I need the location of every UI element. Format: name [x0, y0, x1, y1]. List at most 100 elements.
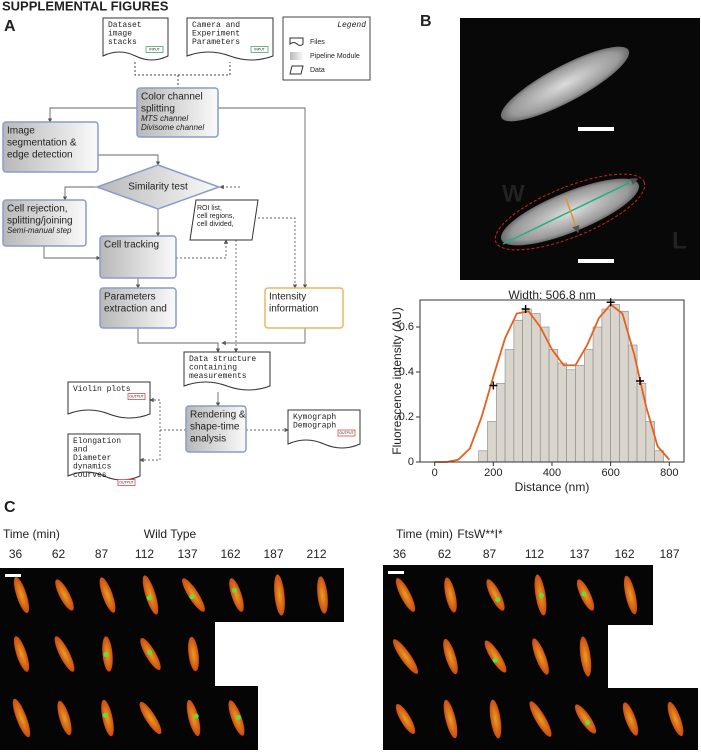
- connector: [98, 154, 161, 166]
- divisome: [236, 715, 242, 721]
- connector: [218, 107, 308, 289]
- file: [287, 409, 361, 449]
- x-tick-label: 200: [484, 467, 502, 479]
- fit-line: [434, 303, 671, 463]
- connector: [62, 186, 97, 201]
- header: SUPPLEMENTAL FIGURES: [2, 0, 169, 13]
- scale-bar: [578, 127, 614, 131]
- cell-outline: [494, 173, 646, 251]
- bar: [619, 310, 629, 463]
- cell: [274, 574, 285, 616]
- cell: [317, 576, 328, 614]
- data-text: cell regions,: [197, 213, 234, 220]
- scale-bar: [5, 574, 21, 577]
- decision: [94, 164, 222, 210]
- time: 62: [438, 547, 452, 561]
- module-text: splitting/joining: [7, 216, 73, 227]
- bar: [557, 362, 567, 463]
- legend-icon: [289, 65, 304, 75]
- legend-item: Pipeline Module: [310, 53, 360, 60]
- module-text: extraction and: [104, 304, 167, 315]
- file-text: image: [108, 30, 132, 39]
- time: 187: [263, 547, 283, 561]
- connector: [134, 62, 231, 76]
- module: [99, 235, 177, 279]
- connector: [43, 246, 101, 261]
- module: [2, 121, 99, 173]
- divisome: [146, 595, 152, 601]
- divisome: [538, 593, 544, 599]
- module-text: Intensity: [269, 292, 306, 303]
- peak-marker: [521, 305, 530, 313]
- data-text: ROI list,: [197, 205, 222, 212]
- legend-item: Files: [310, 39, 325, 46]
- time: 187: [659, 547, 679, 561]
- file-tag: [145, 46, 164, 53]
- file-text: Violin plots: [73, 385, 131, 394]
- cell: [489, 699, 502, 739]
- time: 87: [95, 547, 109, 561]
- connector: [137, 328, 221, 353]
- divisome: [103, 651, 109, 657]
- cell: [484, 640, 507, 673]
- cell: [229, 578, 244, 612]
- file-text: Camera and: [192, 21, 240, 30]
- bar: [539, 326, 550, 463]
- file-tag-text: OUTPUT: [339, 431, 354, 435]
- divisome: [495, 597, 501, 603]
- cell: [444, 577, 457, 613]
- peak-marker: [489, 381, 498, 390]
- cell: [139, 701, 162, 735]
- cell-image: [500, 46, 630, 122]
- cell: [486, 579, 505, 611]
- time-label: Time (min): [396, 527, 453, 541]
- tile-row: [0, 568, 344, 622]
- file-tag: [117, 479, 136, 486]
- bar: [548, 349, 559, 463]
- bar: [487, 421, 497, 463]
- width-arrow: [564, 195, 580, 234]
- time: 36: [9, 547, 23, 561]
- module-text: analysis: [190, 434, 226, 445]
- chart-title: Width: 506.8 nm: [508, 288, 595, 302]
- panel-label: C: [4, 499, 16, 516]
- divisome: [102, 712, 108, 718]
- divisome: [492, 657, 498, 663]
- file-tag: [127, 393, 146, 400]
- cell: [13, 576, 30, 614]
- module-text: Cell tracking: [104, 240, 159, 251]
- file: [67, 381, 151, 419]
- cell: [99, 577, 116, 613]
- tile-row: [0, 686, 258, 750]
- x-tick-label: 0: [432, 467, 438, 479]
- bar: [575, 364, 585, 463]
- cell: [392, 639, 419, 674]
- file: [67, 433, 141, 481]
- time: 137: [177, 547, 197, 561]
- module: [136, 87, 219, 138]
- module: [99, 287, 177, 329]
- module-text: Rendering &: [190, 410, 246, 421]
- cell: [54, 636, 75, 672]
- connector: [47, 107, 137, 123]
- bar: [636, 382, 647, 463]
- scale-bar: [578, 259, 614, 263]
- bar: [513, 319, 523, 463]
- x-tick-label: 800: [660, 467, 678, 479]
- module: [185, 405, 247, 453]
- x-tick-label: 400: [543, 467, 561, 479]
- cell: [142, 575, 159, 615]
- cell: [13, 636, 30, 672]
- cell: [395, 578, 416, 612]
- file-text: containing: [189, 364, 237, 373]
- file-text: measurements: [189, 372, 247, 381]
- time: 112: [525, 547, 544, 561]
- connector: [149, 397, 186, 431]
- y-tick-label: 0.6: [399, 321, 414, 333]
- cell: [532, 638, 549, 675]
- time: 112: [135, 547, 154, 561]
- marker-label: L: [672, 227, 687, 254]
- cell: [529, 701, 552, 737]
- x-axis-label: Distance (nm): [515, 480, 590, 494]
